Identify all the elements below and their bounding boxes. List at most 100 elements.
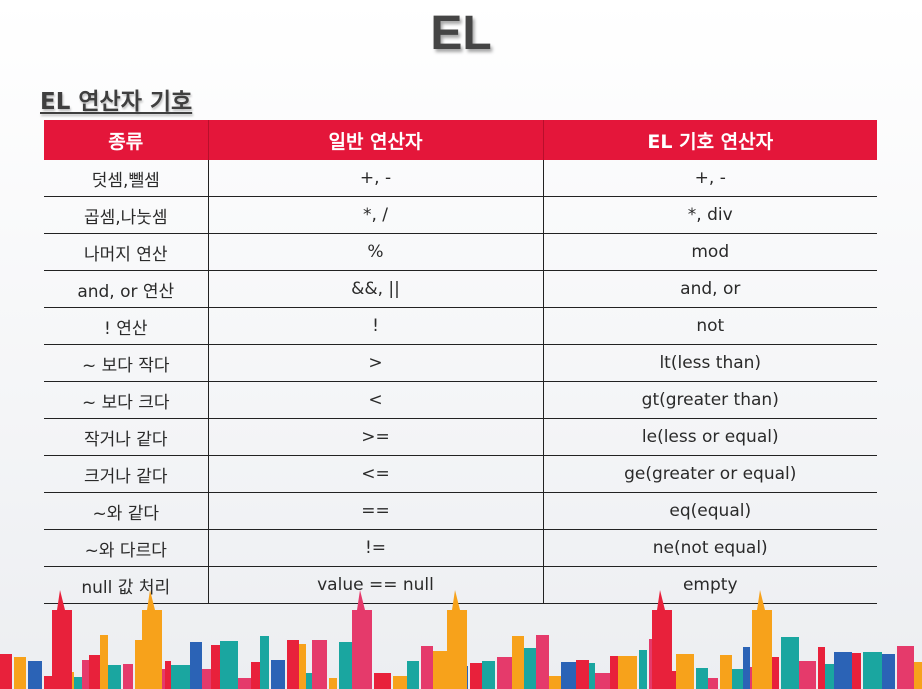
- table-row: null 값 처리 value == null empty: [44, 566, 877, 604]
- skyline-spire: [352, 590, 372, 689]
- skyline-building: [914, 662, 922, 689]
- skyline-building: [0, 654, 12, 689]
- skyline-spire: [142, 590, 162, 689]
- skyline-building: [329, 678, 337, 689]
- skyline-building: [123, 664, 133, 689]
- skyline-building: [299, 644, 306, 689]
- skyline-spire: [52, 590, 72, 689]
- skyline-building: [220, 641, 238, 689]
- skyline-building: [863, 652, 882, 689]
- skyline-building: [639, 650, 647, 689]
- skyline-building: [834, 652, 852, 689]
- cell-category: 크거나 같다: [44, 455, 208, 493]
- skyline-building: [799, 661, 816, 689]
- skyline-spire: [652, 590, 672, 689]
- cell-general-operator: >: [207, 344, 543, 382]
- cell-el-operator: +, -: [542, 160, 877, 197]
- skyline-building: [28, 661, 42, 689]
- table-row: ~와 다르다 != ne(not equal): [44, 529, 877, 567]
- skyline-building: [595, 673, 610, 689]
- header-general-operator: 일반 연산자: [207, 120, 544, 160]
- skyline-building: [211, 645, 220, 689]
- skyline-building: [82, 660, 89, 689]
- skyline-building: [524, 648, 536, 689]
- skyline-building: [720, 655, 732, 689]
- table-row: 작거나 같다 >= le(less or equal): [44, 418, 877, 456]
- cell-category: ! 연산: [44, 307, 208, 345]
- skyline-building: [171, 665, 190, 689]
- cell-category: ~와 다르다: [44, 529, 208, 567]
- cell-el-operator: lt(less than): [542, 344, 877, 382]
- cell-category: 곱셈,나눗셈: [44, 196, 208, 234]
- cell-category: ~ 보다 작다: [44, 344, 208, 382]
- table-row: and, or 연산 &&, || and, or: [44, 270, 877, 308]
- slide-title: EL: [430, 7, 492, 60]
- section-heading: EL 연산자 기호: [40, 89, 193, 115]
- cell-category: and, or 연산: [44, 270, 208, 308]
- skyline-spire: [752, 590, 772, 689]
- skyline-building: [676, 654, 694, 689]
- skyline-building: [238, 678, 251, 689]
- cell-el-operator: *, div: [542, 196, 877, 234]
- skyline-building: [251, 662, 260, 689]
- cell-category: 작거나 같다: [44, 418, 208, 456]
- cell-general-operator: &&, ||: [207, 270, 543, 308]
- table-row: ~ 보다 작다 > lt(less than): [44, 344, 877, 382]
- skyline-building: [393, 676, 407, 689]
- skyline-building: [433, 651, 449, 689]
- skyline-building: [497, 657, 512, 689]
- skyline-building: [407, 661, 419, 689]
- cell-el-operator: empty: [542, 566, 877, 604]
- table-header-row: 종류 일반 연산자 EL 기호 연산자: [44, 120, 877, 160]
- skyline-building: [89, 655, 100, 689]
- skyline-building: [339, 642, 352, 689]
- cell-el-operator: gt(greater than): [542, 381, 877, 419]
- skyline-building: [165, 661, 171, 689]
- skyline-building: [482, 661, 495, 689]
- cell-category: null 값 처리: [44, 566, 208, 604]
- skyline-building: [882, 654, 895, 689]
- header-category: 종류: [44, 120, 209, 160]
- skyline-building: [374, 673, 391, 689]
- table-row: ~와 같다 == eq(equal): [44, 492, 877, 530]
- skyline-building: [781, 637, 799, 689]
- cell-el-operator: not: [542, 307, 877, 345]
- cell-general-operator: >=: [207, 418, 543, 456]
- cell-general-operator: !=: [207, 529, 543, 567]
- skyline-building: [100, 635, 108, 689]
- cell-category: ~ 보다 크다: [44, 381, 208, 419]
- skyline-building: [287, 640, 299, 689]
- skyline-building: [14, 657, 26, 689]
- skyline-building: [271, 660, 285, 689]
- cell-el-operator: ge(greater or equal): [542, 455, 877, 493]
- cell-general-operator: +, -: [207, 160, 543, 197]
- skyline-building: [135, 640, 144, 689]
- cell-el-operator: ne(not equal): [542, 529, 877, 567]
- skyline-building: [818, 647, 825, 689]
- header-el-operator: EL 기호 연산자: [542, 120, 877, 160]
- skyline-building: [852, 653, 861, 689]
- skyline-building: [74, 677, 82, 689]
- cell-general-operator: ==: [207, 492, 543, 530]
- skyline-building: [190, 642, 202, 689]
- city-skyline-decoration: [0, 590, 922, 689]
- cell-general-operator: value == null: [207, 566, 543, 604]
- cell-category: 나머지 연산: [44, 233, 208, 271]
- operator-table: 종류 일반 연산자 EL 기호 연산자 덧셈,뺄셈 +, - +, - 곱셈,나…: [44, 120, 877, 604]
- cell-el-operator: and, or: [542, 270, 877, 308]
- table-row: ~ 보다 크다 < gt(greater than): [44, 381, 877, 419]
- cell-el-operator: le(less or equal): [542, 418, 877, 456]
- skyline-building: [202, 669, 211, 689]
- cell-general-operator: %: [207, 233, 543, 271]
- cell-general-operator: <=: [207, 455, 543, 493]
- table-row: 나머지 연산 % mod: [44, 233, 877, 271]
- table-row: ! 연산 ! not: [44, 307, 877, 345]
- skyline-building: [732, 669, 743, 689]
- cell-category: ~와 같다: [44, 492, 208, 530]
- skyline-building: [589, 663, 595, 689]
- skyline-building: [897, 646, 914, 689]
- skyline-building: [470, 663, 482, 689]
- table-row: 덧셈,뺄셈 +, - +, -: [44, 160, 877, 197]
- skyline-building: [421, 646, 433, 689]
- cell-general-operator: *, /: [207, 196, 543, 234]
